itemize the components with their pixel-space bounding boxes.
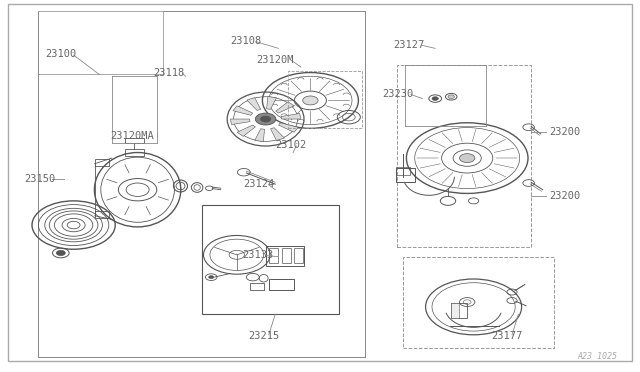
Circle shape <box>460 154 475 163</box>
Text: 23118: 23118 <box>154 68 185 77</box>
Bar <box>396 168 415 182</box>
Bar <box>125 138 144 143</box>
Polygon shape <box>276 102 294 113</box>
Text: 23133: 23133 <box>242 250 273 260</box>
Bar <box>396 167 410 175</box>
Circle shape <box>432 97 438 100</box>
Bar <box>95 211 109 218</box>
Bar <box>397 65 531 247</box>
Polygon shape <box>278 123 298 132</box>
Polygon shape <box>230 119 250 125</box>
Text: 23150: 23150 <box>24 174 56 183</box>
Text: 23200: 23200 <box>549 127 580 137</box>
Bar <box>250 283 264 290</box>
Polygon shape <box>281 113 301 119</box>
Polygon shape <box>255 129 264 141</box>
Circle shape <box>303 96 318 105</box>
Bar <box>451 303 459 318</box>
Text: 23108: 23108 <box>230 36 262 46</box>
Text: 23100: 23100 <box>45 49 76 59</box>
Circle shape <box>209 276 214 279</box>
Bar <box>294 248 303 263</box>
Text: 23102: 23102 <box>275 140 307 150</box>
Circle shape <box>448 95 454 99</box>
Bar <box>282 248 291 263</box>
Polygon shape <box>233 106 253 115</box>
Bar <box>269 279 294 290</box>
Polygon shape <box>271 128 284 141</box>
Polygon shape <box>247 97 260 110</box>
Circle shape <box>255 113 276 125</box>
Text: A23 1025: A23 1025 <box>578 352 618 360</box>
Text: 23230: 23230 <box>383 89 414 99</box>
Bar <box>266 246 304 266</box>
Bar <box>288 71 362 128</box>
Text: 23120M: 23120M <box>256 55 294 64</box>
Bar <box>269 248 278 263</box>
Circle shape <box>56 250 65 256</box>
Bar <box>202 205 339 314</box>
Text: 23124: 23124 <box>243 179 275 189</box>
Bar <box>451 303 467 318</box>
Circle shape <box>260 116 271 122</box>
Text: 23120MA: 23120MA <box>110 131 154 141</box>
Text: 23215: 23215 <box>248 331 280 340</box>
Text: 23200: 23200 <box>549 192 580 201</box>
Bar <box>403 257 554 348</box>
Polygon shape <box>267 97 276 109</box>
Text: 23127: 23127 <box>394 40 425 49</box>
Bar <box>125 149 144 156</box>
Text: 23177: 23177 <box>492 331 523 340</box>
Bar <box>95 159 109 166</box>
Polygon shape <box>237 125 255 137</box>
